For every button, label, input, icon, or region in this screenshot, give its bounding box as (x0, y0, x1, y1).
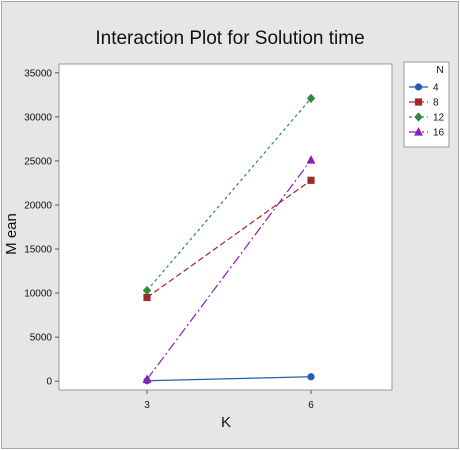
x-tick-label: 3 (144, 400, 150, 411)
y-tick-label: 35000 (24, 68, 52, 79)
legend: N 4 8 12 16 (403, 61, 450, 148)
x-tick-label: 6 (308, 400, 314, 411)
data-point-n4 (307, 373, 315, 381)
y-axis-title: M ean (3, 213, 20, 255)
legend-label-n4: 4 (433, 83, 439, 94)
data-point-n12 (306, 93, 316, 103)
y-axis: 0 5000 10000 15000 20000 25000 30000 35000 (24, 68, 59, 388)
data-point-n8 (307, 176, 315, 184)
data-point-n8 (143, 293, 151, 302)
series-line-n16 (146, 159, 312, 380)
data-point-n16 (306, 155, 316, 164)
y-tick-label: 5000 (30, 333, 53, 344)
series-line-n4 (146, 376, 312, 382)
y-tick-label: 10000 (24, 289, 52, 300)
legend-label-n16: 16 (433, 128, 445, 139)
legend-title: N (436, 65, 443, 76)
series-line-n8 (146, 179, 312, 298)
series-line-n12 (146, 97, 312, 291)
x-axis-title: K (221, 414, 231, 431)
legend-label-n8: 8 (433, 98, 439, 109)
y-tick-label: 15000 (24, 245, 52, 256)
legend-label-n12: 12 (433, 113, 445, 124)
chart-title: Interaction Plot for Solution time (95, 28, 364, 49)
data-point-n16 (142, 374, 152, 384)
y-tick-label: 0 (46, 377, 52, 388)
legend-box (403, 61, 450, 148)
legend-marker-n16 (414, 127, 423, 136)
data-point-n12 (142, 285, 152, 296)
plot-area (58, 63, 393, 391)
series-layer (142, 93, 316, 385)
legend-marker-n12 (414, 112, 423, 122)
y-tick-label: 20000 (24, 200, 52, 211)
legend-marker-n8 (414, 98, 423, 106)
legend-marker-n4 (414, 83, 423, 91)
y-tick-label: 30000 (24, 112, 52, 123)
y-tick-label: 25000 (24, 156, 52, 167)
